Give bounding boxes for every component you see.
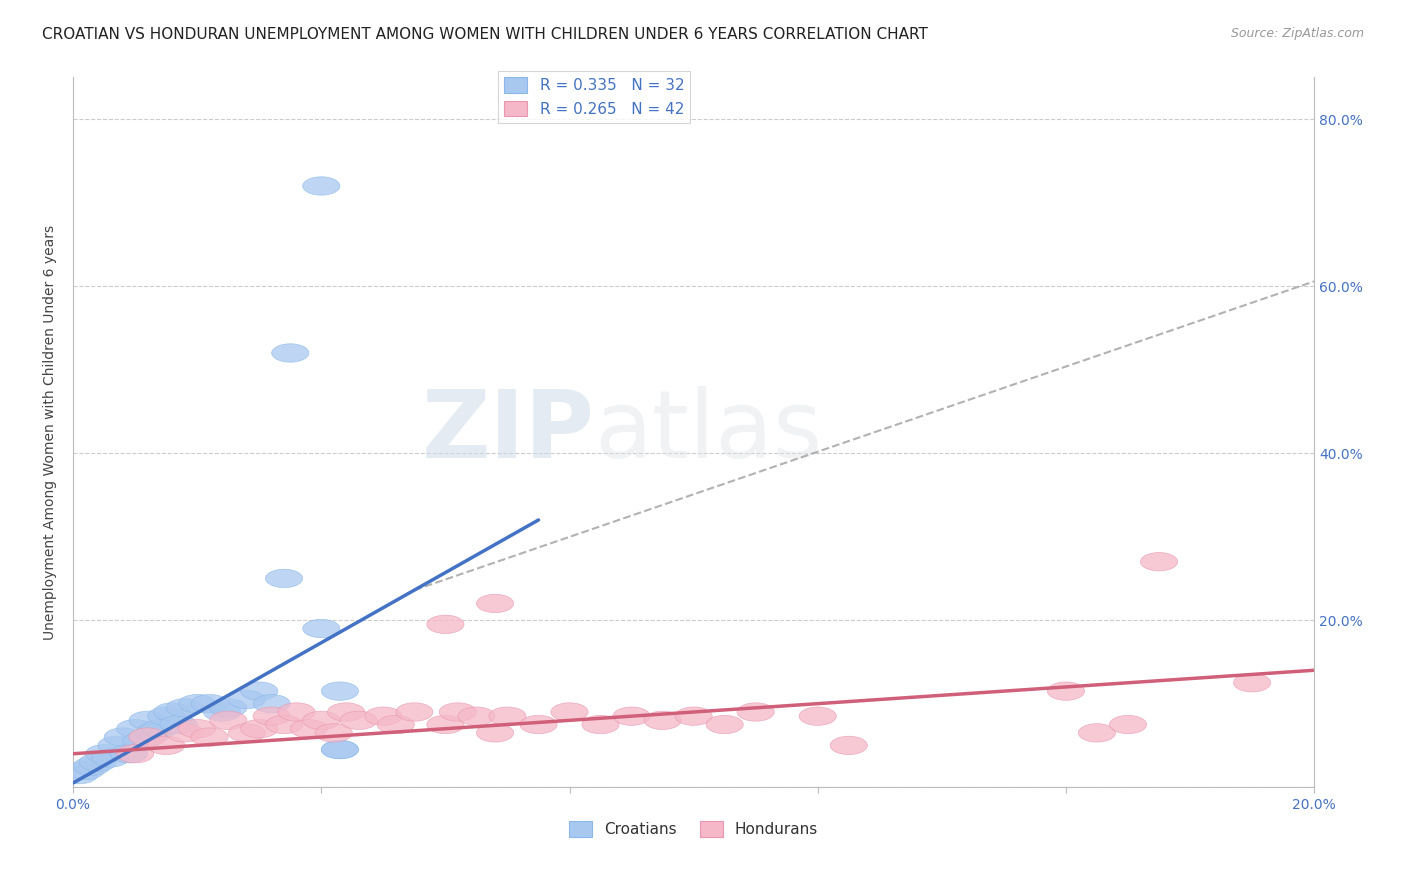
Ellipse shape	[98, 736, 135, 755]
Ellipse shape	[148, 707, 184, 725]
Ellipse shape	[675, 707, 713, 725]
Ellipse shape	[322, 682, 359, 700]
Ellipse shape	[240, 682, 278, 700]
Ellipse shape	[315, 723, 353, 742]
Ellipse shape	[240, 720, 278, 738]
Text: CROATIAN VS HONDURAN UNEMPLOYMENT AMONG WOMEN WITH CHILDREN UNDER 6 YEARS CORREL: CROATIAN VS HONDURAN UNEMPLOYMENT AMONG …	[42, 27, 928, 42]
Ellipse shape	[104, 728, 142, 747]
Ellipse shape	[166, 698, 204, 717]
Ellipse shape	[322, 740, 359, 759]
Ellipse shape	[253, 695, 290, 713]
Ellipse shape	[1047, 682, 1084, 700]
Text: Source: ZipAtlas.com: Source: ZipAtlas.com	[1230, 27, 1364, 40]
Ellipse shape	[278, 703, 315, 722]
Ellipse shape	[1078, 723, 1115, 742]
Ellipse shape	[322, 740, 359, 759]
Ellipse shape	[191, 695, 228, 713]
Ellipse shape	[179, 695, 215, 713]
Ellipse shape	[166, 723, 204, 742]
Ellipse shape	[427, 615, 464, 633]
Ellipse shape	[209, 698, 247, 717]
Ellipse shape	[1233, 673, 1271, 692]
Ellipse shape	[613, 707, 650, 725]
Ellipse shape	[439, 703, 477, 722]
Ellipse shape	[209, 711, 247, 730]
Ellipse shape	[302, 619, 340, 638]
Ellipse shape	[458, 707, 495, 725]
Ellipse shape	[129, 711, 166, 730]
Text: ZIP: ZIP	[422, 386, 595, 478]
Ellipse shape	[117, 720, 153, 738]
Ellipse shape	[129, 728, 166, 747]
Ellipse shape	[1109, 715, 1147, 734]
Ellipse shape	[204, 703, 240, 722]
Ellipse shape	[395, 703, 433, 722]
Ellipse shape	[73, 757, 110, 775]
Ellipse shape	[266, 569, 302, 588]
Ellipse shape	[799, 707, 837, 725]
Ellipse shape	[582, 715, 619, 734]
Ellipse shape	[191, 728, 228, 747]
Ellipse shape	[79, 753, 117, 772]
Ellipse shape	[122, 732, 160, 750]
Ellipse shape	[489, 707, 526, 725]
Ellipse shape	[60, 765, 98, 784]
Ellipse shape	[520, 715, 557, 734]
Ellipse shape	[153, 703, 191, 722]
Ellipse shape	[427, 715, 464, 734]
Ellipse shape	[364, 707, 402, 725]
Ellipse shape	[830, 736, 868, 755]
Ellipse shape	[91, 748, 129, 767]
Ellipse shape	[1140, 552, 1178, 571]
Ellipse shape	[328, 703, 364, 722]
Ellipse shape	[302, 177, 340, 195]
Ellipse shape	[117, 745, 153, 763]
Ellipse shape	[706, 715, 744, 734]
Ellipse shape	[142, 720, 179, 738]
Ellipse shape	[477, 723, 513, 742]
Ellipse shape	[302, 711, 340, 730]
Ellipse shape	[86, 745, 122, 763]
Ellipse shape	[160, 715, 197, 734]
Ellipse shape	[551, 703, 588, 722]
Ellipse shape	[148, 736, 184, 755]
Ellipse shape	[271, 343, 309, 362]
Ellipse shape	[110, 745, 148, 763]
Ellipse shape	[377, 715, 415, 734]
Y-axis label: Unemployment Among Women with Children Under 6 years: Unemployment Among Women with Children U…	[44, 225, 58, 640]
Ellipse shape	[477, 594, 513, 613]
Ellipse shape	[67, 761, 104, 780]
Ellipse shape	[135, 723, 173, 742]
Legend: Croatians, Hondurans: Croatians, Hondurans	[562, 815, 824, 843]
Ellipse shape	[253, 707, 290, 725]
Ellipse shape	[179, 720, 215, 738]
Ellipse shape	[228, 690, 266, 708]
Ellipse shape	[228, 723, 266, 742]
Ellipse shape	[266, 715, 302, 734]
Ellipse shape	[737, 703, 775, 722]
Ellipse shape	[290, 720, 328, 738]
Ellipse shape	[340, 711, 377, 730]
Ellipse shape	[644, 711, 682, 730]
Text: atlas: atlas	[595, 386, 823, 478]
